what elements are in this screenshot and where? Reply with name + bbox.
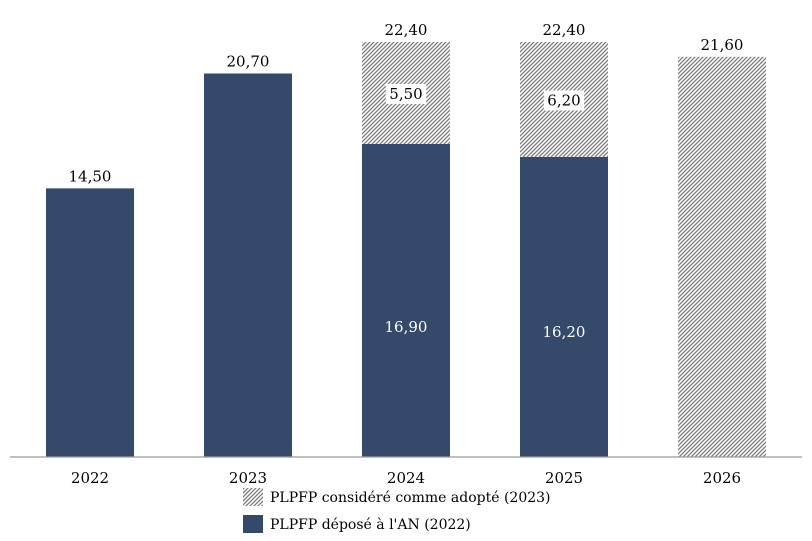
data-label-2025-adopte: 6,20 [547, 91, 580, 109]
legend-label-depose: PLPFP déposé à l'AN (2022) [270, 516, 471, 533]
data-label-2025-depose: 16,20 [543, 323, 586, 341]
data-label-2022-depose: 14,50 [69, 167, 112, 185]
data-label-bg [543, 90, 585, 111]
x-tick-labels: 2022 2023 2024 2025 2026 [71, 469, 741, 487]
legend-swatch-adopte [243, 488, 263, 506]
bar-depose-2023 [204, 73, 292, 457]
data-label-2023-depose: 20,70 [227, 52, 270, 70]
total-label-2025: 22,40 [543, 21, 586, 39]
data-labels: 14,50 20,70 16,90 16,20 5,50 6,20 22,40 22,40 21… [69, 21, 744, 341]
legend-label-adopte: PLPFP considéré comme adopté (2023) [270, 490, 551, 506]
x-tick-2022: 2022 [71, 469, 109, 487]
data-label-2024-depose: 16,90 [385, 318, 428, 336]
bar-depose-2022 [46, 188, 134, 457]
total-label-2026: 21,60 [701, 36, 744, 54]
x-tick-2025: 2025 [545, 469, 583, 487]
legend-swatch-depose [243, 515, 263, 533]
bar-depose-2024 [362, 143, 450, 457]
total-label-2024: 22,40 [385, 21, 428, 39]
bars-layer [46, 42, 766, 457]
x-tick-2023: 2023 [229, 469, 267, 487]
bar-adopte-2026 [678, 56, 766, 457]
data-label-2024-adopte: 5,50 [389, 85, 422, 103]
legend: PLPFP considéré comme adopté (2023) PLPFP… [243, 488, 551, 533]
data-label-bg [385, 83, 427, 104]
x-tick-2026: 2026 [703, 469, 741, 487]
bar-depose-2025 [520, 156, 608, 457]
x-tick-2024: 2024 [387, 469, 425, 487]
